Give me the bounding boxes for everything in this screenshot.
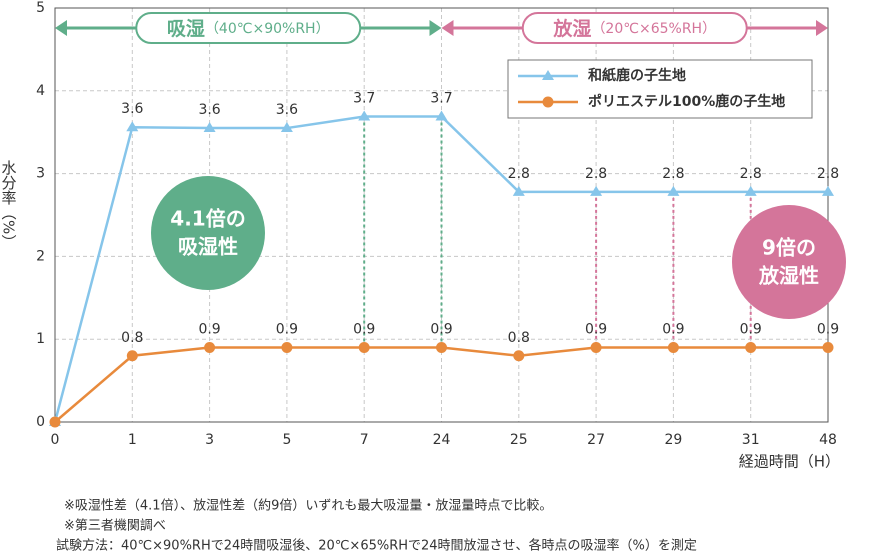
x-tick-label: 1: [128, 432, 137, 448]
phase-condition: （40℃×90%RH）: [205, 21, 330, 37]
marker: [203, 122, 216, 133]
value-label: 0.9: [430, 321, 452, 337]
marker: [436, 341, 447, 353]
marker: [49, 416, 61, 428]
phase-label: 放湿（20℃×65%RH）: [552, 17, 716, 40]
arrow-head: [55, 20, 67, 36]
value-label: 3.6: [121, 101, 143, 117]
badge-text: 9倍の: [762, 236, 816, 260]
marker: [435, 110, 448, 121]
footnote: ※第三者機関調べ: [64, 519, 166, 534]
value-label: 3.6: [276, 102, 298, 118]
footnote: 試験方法：40℃×90%RHで24時間吸湿後、20℃×65%RHで24時間放湿さ…: [56, 538, 697, 554]
value-label: 3.7: [430, 90, 452, 106]
value-label: 2.8: [740, 166, 762, 182]
value-label: 2.8: [662, 166, 684, 182]
marker: [280, 122, 293, 133]
value-label: 3.6: [198, 102, 220, 118]
phase-name: 放湿: [552, 17, 591, 40]
value-label: 0.9: [353, 321, 375, 337]
value-label: 2.8: [585, 166, 607, 182]
x-tick-label: 31: [742, 432, 760, 448]
value-label: 0.9: [276, 321, 298, 337]
y-tick-label: 3: [36, 166, 45, 182]
phase-condition: （20℃×65%RH）: [591, 21, 716, 37]
phase-name: 吸湿: [167, 18, 205, 40]
value-label: 0.9: [585, 321, 607, 337]
marker: [204, 341, 216, 353]
legend-box: [507, 59, 813, 119]
x-tick-label: 7: [360, 432, 369, 448]
x-tick-label: 0: [51, 432, 60, 448]
y-tick-label: 1: [36, 331, 45, 347]
x-tick-label: 27: [587, 432, 605, 448]
phase-label: 吸湿（40℃×90%RH）: [167, 18, 330, 40]
y-tick-label: 5: [36, 0, 45, 16]
marker: [745, 341, 757, 353]
x-tick-label: 48: [819, 432, 837, 448]
value-label: 0.9: [740, 321, 762, 337]
arrow-head: [441, 20, 454, 36]
badge-text: 放湿性: [758, 264, 819, 288]
legend-label: ポリエステル100%鹿の子生地: [588, 93, 785, 110]
y-axis-label: 水分率（%）: [0, 160, 18, 249]
phase-box: [521, 12, 748, 44]
footnote: ※吸湿性差（4.1倍）、放湿性差（約9倍）いずれも最大吸湿量・放湿量時点で比較。: [64, 499, 552, 514]
x-tick-label: 3: [205, 432, 214, 448]
marker: [744, 185, 757, 196]
value-label: 2.8: [508, 166, 530, 182]
legend-label: 和紙鹿の子生地: [588, 67, 686, 84]
x-tick-label: 29: [664, 432, 682, 448]
value-label: 0.8: [121, 330, 143, 346]
value-label: 0.9: [662, 321, 684, 337]
x-tick-label: 24: [433, 432, 451, 448]
legend-marker: [542, 70, 554, 80]
value-label: 2.8: [817, 166, 839, 182]
legend-marker: [542, 96, 554, 108]
phase-box: [135, 12, 362, 44]
marker: [126, 350, 138, 362]
plot-frame: [54, 7, 829, 423]
arrow-head: [816, 20, 828, 36]
x-tick-label: 25: [510, 432, 528, 448]
badge: [151, 176, 265, 290]
marker: [590, 341, 602, 353]
x-tick-label: 5: [282, 432, 291, 448]
badge-text: 吸湿性: [178, 235, 238, 259]
marker: [512, 185, 525, 196]
arrow-head: [429, 20, 442, 36]
value-label: 0.9: [198, 321, 220, 337]
y-tick-label: 0: [36, 414, 45, 430]
value-label: 0.9: [817, 321, 839, 337]
marker: [358, 341, 370, 353]
value-label: 3.7: [353, 90, 375, 106]
badge: [732, 205, 846, 319]
marker: [358, 110, 371, 121]
marker: [513, 350, 525, 362]
marker: [822, 341, 834, 353]
marker: [590, 185, 603, 196]
marker: [281, 341, 293, 353]
badge-text: 4.1倍の: [170, 207, 245, 231]
marker: [667, 185, 680, 196]
value-label: 0.8: [508, 330, 530, 346]
y-tick-label: 4: [36, 83, 45, 99]
marker: [126, 121, 139, 132]
y-tick-label: 2: [36, 248, 45, 264]
marker: [822, 185, 834, 196]
marker: [667, 341, 679, 353]
x-axis-label: 経過時間（H）: [739, 453, 840, 471]
